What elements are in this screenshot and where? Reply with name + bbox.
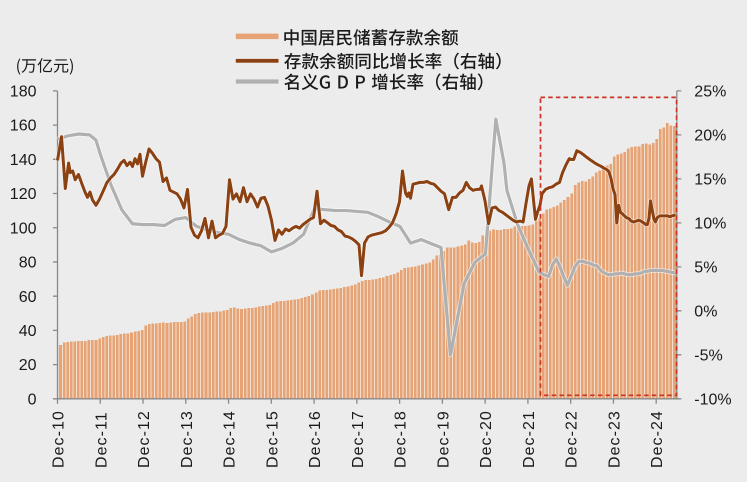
svg-text:Dec-21: Dec-21 xyxy=(521,410,538,468)
svg-text:20%: 20% xyxy=(694,128,726,145)
svg-text:180: 180 xyxy=(10,84,37,101)
svg-text:80: 80 xyxy=(19,255,37,272)
svg-text:20: 20 xyxy=(19,357,37,374)
svg-text:Dec-20: Dec-20 xyxy=(478,410,495,468)
svg-text:Dec-17: Dec-17 xyxy=(350,410,367,468)
svg-text:Dec-19: Dec-19 xyxy=(435,410,452,468)
svg-text:60: 60 xyxy=(19,289,37,306)
svg-text:5%: 5% xyxy=(694,259,717,276)
svg-text:Dec-18: Dec-18 xyxy=(393,410,410,468)
svg-text:Dec-15: Dec-15 xyxy=(264,410,281,468)
svg-text:Dec-11: Dec-11 xyxy=(93,411,110,468)
svg-text:40: 40 xyxy=(19,323,37,340)
svg-text:-5%: -5% xyxy=(694,347,722,364)
svg-text:140: 140 xyxy=(10,152,37,169)
svg-text:100: 100 xyxy=(10,220,37,237)
svg-text:Dec-13: Dec-13 xyxy=(179,410,196,468)
svg-text:Dec-10: Dec-10 xyxy=(51,410,68,468)
svg-text:25%: 25% xyxy=(694,84,726,101)
svg-text:Dec-16: Dec-16 xyxy=(307,410,324,468)
svg-text:160: 160 xyxy=(10,118,37,135)
svg-text:Dec-24: Dec-24 xyxy=(649,410,666,468)
svg-text:Dec-14: Dec-14 xyxy=(222,410,239,468)
svg-text:Dec-22: Dec-22 xyxy=(564,410,581,468)
svg-text:Dec-23: Dec-23 xyxy=(606,410,623,468)
svg-text:-10%: -10% xyxy=(694,391,731,408)
svg-text:120: 120 xyxy=(10,186,37,203)
svg-text:Dec-12: Dec-12 xyxy=(136,410,153,468)
svg-text:0%: 0% xyxy=(694,303,717,320)
svg-text:15%: 15% xyxy=(694,172,726,189)
svg-text:10%: 10% xyxy=(694,216,726,233)
svg-text:0: 0 xyxy=(28,391,37,408)
